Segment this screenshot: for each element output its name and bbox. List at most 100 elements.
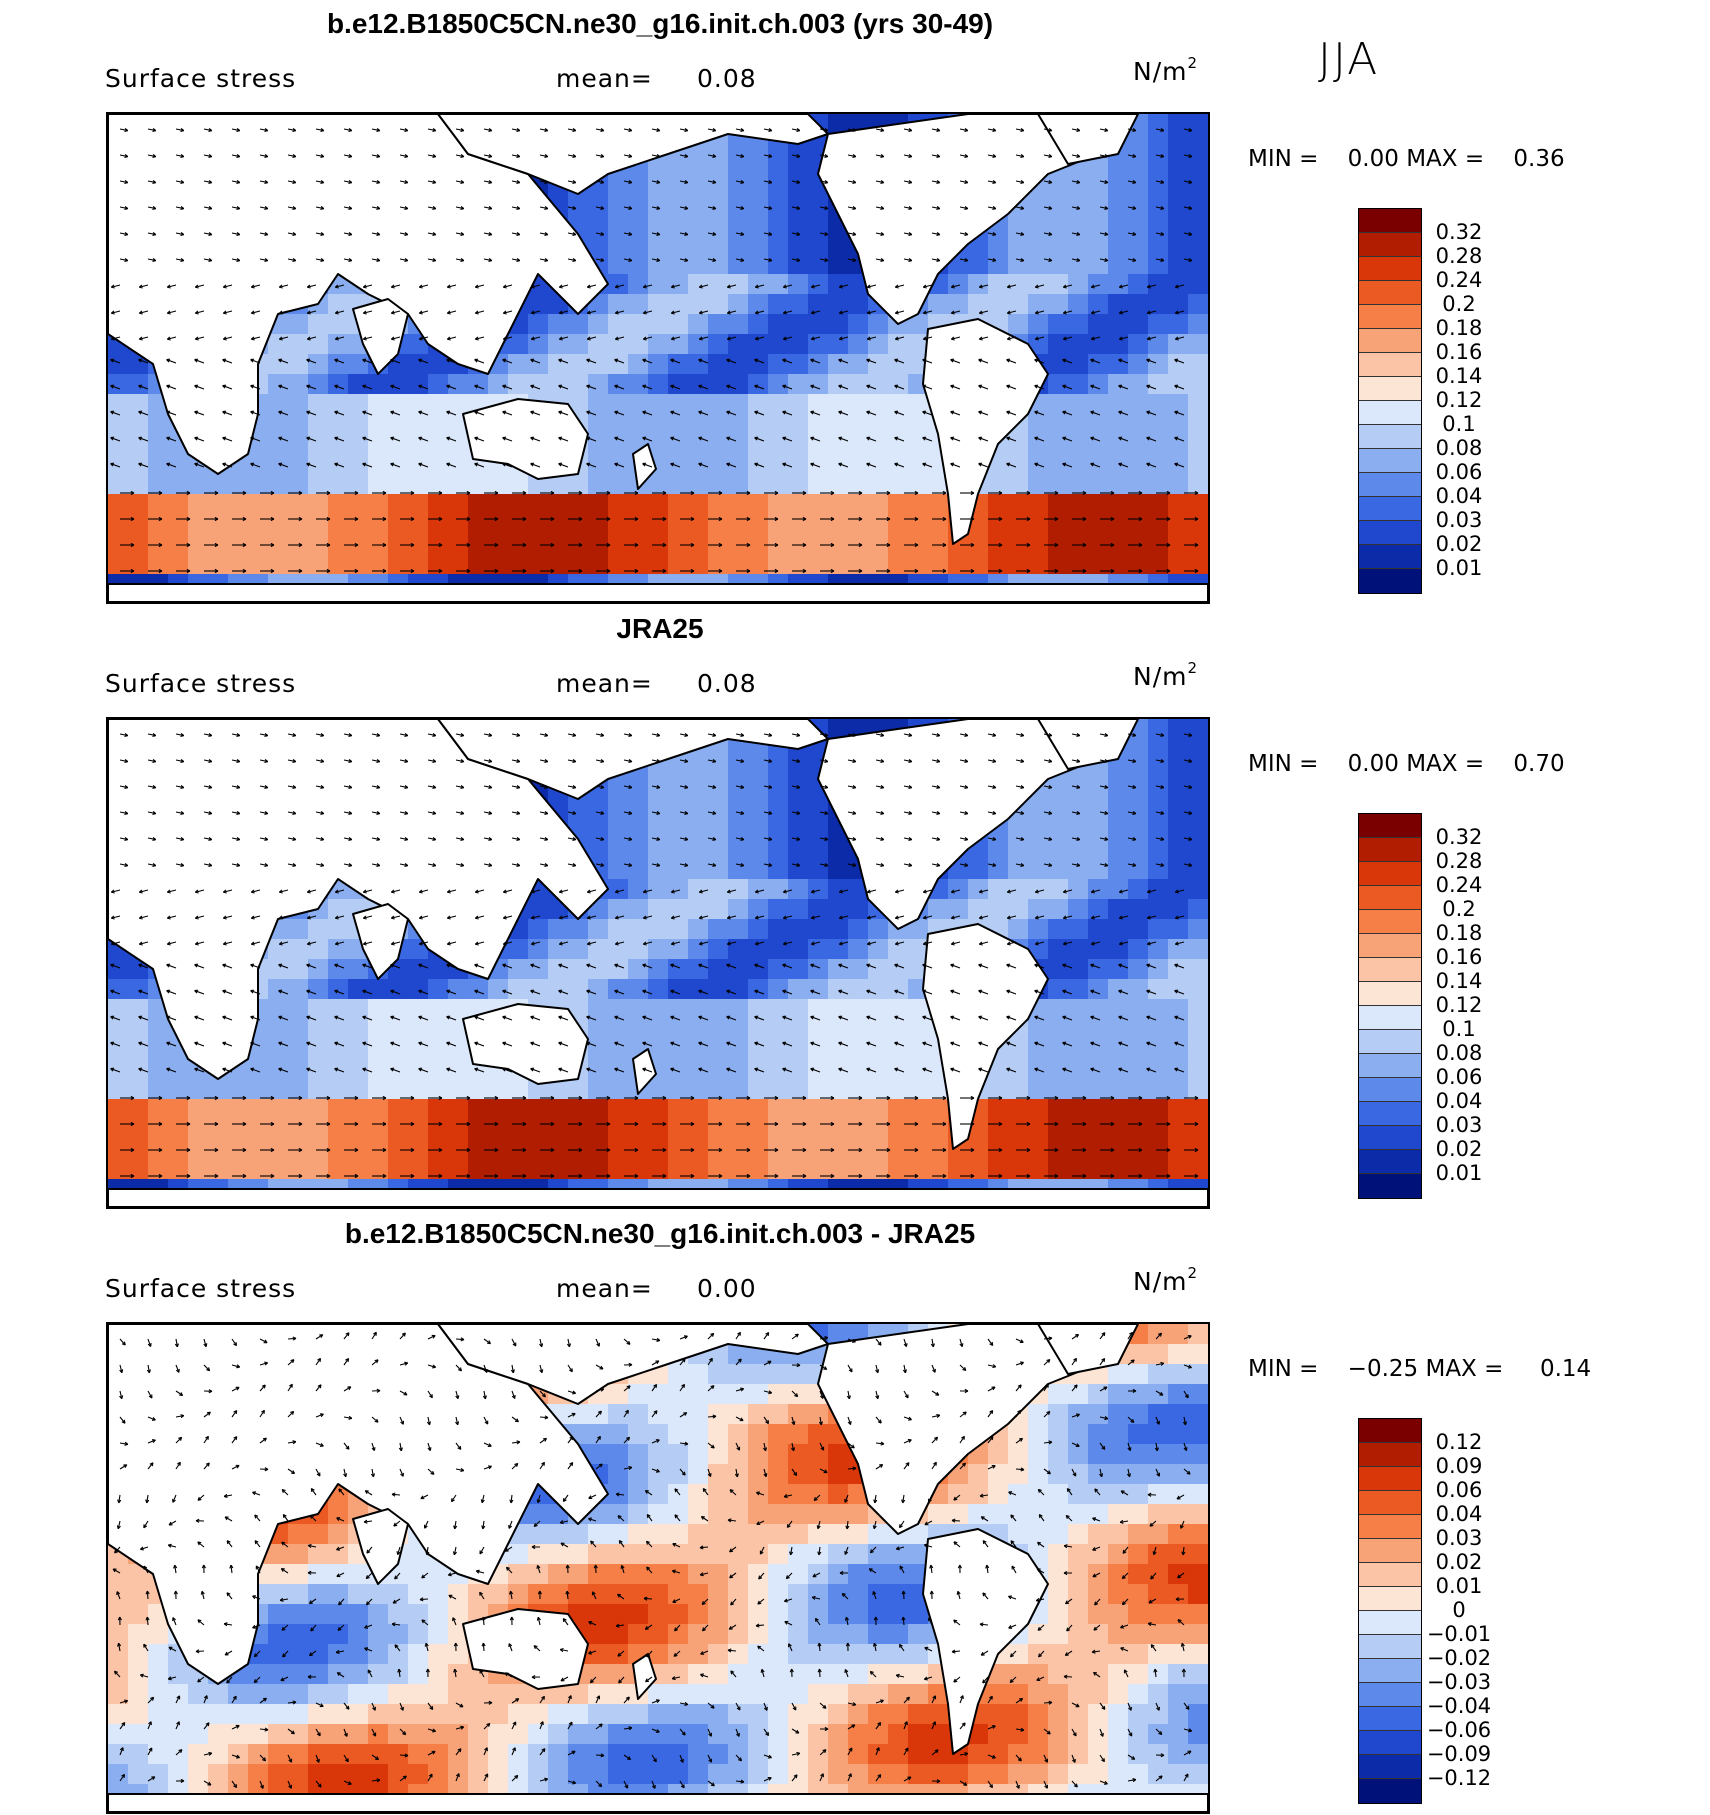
colorbar-swatch (1359, 257, 1421, 281)
colorbar-swatch (1359, 1611, 1421, 1635)
colorbar-tick-label: 0.12 (1435, 388, 1483, 412)
stress-map (106, 717, 1210, 1209)
min-value: 0.00 (1347, 751, 1399, 777)
colorbar-swatch (1359, 521, 1421, 545)
max-value: 0.70 (1513, 751, 1565, 777)
mean-value: 0.00 (697, 1274, 757, 1303)
max-value: 0.14 (1539, 1356, 1592, 1382)
colorbar-tick-label: 0.03 (1435, 508, 1483, 532)
variable-label: Surface stress (105, 1274, 297, 1303)
unit-base: N/m (1133, 662, 1188, 691)
colorbar-tick-label: −0.01 (1426, 1622, 1492, 1646)
mean-label: mean= (556, 64, 653, 93)
colorbar-swatch (1359, 545, 1421, 569)
colorbar-swatch (1359, 1174, 1421, 1198)
min-value: 0.00 (1347, 146, 1399, 172)
colorbar-swatch (1359, 473, 1421, 497)
map-canvas (108, 114, 1208, 602)
panel-difference: b.e12.B1850C5CN.ne30_g16.init.ch.003 - J… (0, 1210, 1710, 1815)
colorbar-tick-label: 0.12 (1435, 993, 1483, 1017)
colorbar-swatch (1359, 1635, 1421, 1659)
panel-title: JRA25 (616, 613, 704, 644)
colorbar-swatch (1359, 1539, 1421, 1563)
colorbar-swatch (1359, 1659, 1421, 1683)
max-label: MAX = (1406, 751, 1485, 777)
colorbar-tick-label: 0.08 (1435, 1041, 1483, 1065)
colorbar-swatch (1359, 1443, 1421, 1467)
unit-exponent: 2 (1187, 659, 1199, 677)
colorbar-tick-label: 0.06 (1435, 460, 1483, 484)
colorbar-swatch (1359, 1006, 1421, 1030)
colorbar-tick-label: 0.01 (1435, 1161, 1483, 1185)
colorbar-swatch (1359, 886, 1421, 910)
colorbar-tick-label: 0.32 (1435, 825, 1483, 849)
colorbar-tick-label: 0.1 (1442, 412, 1476, 436)
colorbar-swatch (1359, 425, 1421, 449)
unit-exponent: 2 (1187, 54, 1199, 72)
min-max-readout: MIN = −0.25 MAX = 0.14 (1248, 1356, 1591, 1382)
colorbar-tick-label: 0.28 (1435, 244, 1483, 268)
colorbar-tick-label: 0.2 (1442, 292, 1476, 316)
colorbar-swatch (1359, 1587, 1421, 1611)
colorbar-tick-label: 0.09 (1435, 1454, 1483, 1478)
colorbar-tick-label: 0.02 (1435, 1137, 1483, 1161)
colorbar-tick-label: 0.04 (1435, 1089, 1483, 1113)
mean-label: mean= (556, 1274, 653, 1303)
colorbar-swatch (1359, 1102, 1421, 1126)
colorbar-swatch (1359, 1419, 1421, 1443)
max-label: MAX = (1406, 146, 1485, 172)
unit-label: N/m2 (1133, 54, 1198, 86)
map-canvas (108, 719, 1208, 1207)
colorbar-tick-label: 0.18 (1435, 316, 1483, 340)
colorbar-swatch (1359, 1078, 1421, 1102)
colorbar-swatch (1359, 209, 1421, 233)
colorbar-tick-label: 0.24 (1435, 873, 1483, 897)
colorbar-tick-label: 0.28 (1435, 849, 1483, 873)
colorbar-tick-label: 0.16 (1435, 340, 1483, 364)
colorbar-swatch (1359, 353, 1421, 377)
map-canvas (108, 1324, 1208, 1812)
colorbar-swatch (1359, 449, 1421, 473)
panel-title: b.e12.B1850C5CN.ne30_g16.init.ch.003 - J… (344, 1218, 976, 1249)
colorbar-swatch (1359, 1491, 1421, 1515)
colorbar-swatch (1359, 1779, 1421, 1803)
mean-value: 0.08 (697, 64, 757, 93)
colorbar-swatch (1359, 982, 1421, 1006)
panel-title: b.e12.B1850C5CN.ne30_g16.init.ch.003 (yr… (326, 8, 994, 39)
season-label: JJA (1318, 34, 1380, 85)
colorbar-tick-label: 0.02 (1435, 532, 1483, 556)
colorbar (1358, 1418, 1422, 1804)
colorbar-tick-label: 0.04 (1435, 484, 1483, 508)
max-value: 0.36 (1513, 146, 1565, 172)
colorbar-swatch (1359, 862, 1421, 886)
colorbar-swatch (1359, 497, 1421, 521)
mean-value: 0.08 (697, 669, 757, 698)
colorbar-tick-label: 0.24 (1435, 268, 1483, 292)
mean-label: mean= (556, 669, 653, 698)
colorbar-tick-label: 0.2 (1442, 897, 1476, 921)
colorbar-tick-label: −0.04 (1426, 1694, 1492, 1718)
min-label: MIN = (1248, 1356, 1319, 1382)
colorbar-tick-label: 0.06 (1435, 1478, 1483, 1502)
colorbar-tick-label: 0.18 (1435, 921, 1483, 945)
colorbar-swatch (1359, 1467, 1421, 1491)
colorbar-tick-label: 0.03 (1435, 1113, 1483, 1137)
colorbar-tick-label: 0.06 (1435, 1065, 1483, 1089)
colorbar-swatch (1359, 1755, 1421, 1779)
min-label: MIN = (1248, 146, 1319, 172)
colorbar-swatch (1359, 281, 1421, 305)
colorbar-tick-label: 0.14 (1435, 364, 1483, 388)
colorbar-swatch (1359, 934, 1421, 958)
colorbar-tick-label: 0.08 (1435, 436, 1483, 460)
colorbar (1358, 813, 1422, 1199)
panel-reanalysis: JRA25 Surface stress mean= 0.08 N/m2 MIN… (0, 605, 1710, 1210)
colorbar-tick-label: 0.14 (1435, 969, 1483, 993)
stress-map (106, 112, 1210, 604)
colorbar-swatch (1359, 1731, 1421, 1755)
colorbar-swatch (1359, 958, 1421, 982)
colorbar-tick-label: 0.04 (1435, 1502, 1483, 1526)
colorbar-swatch (1359, 910, 1421, 934)
unit-base: N/m (1133, 1267, 1188, 1296)
colorbar-swatch (1359, 329, 1421, 353)
colorbar-swatch (1359, 814, 1421, 838)
